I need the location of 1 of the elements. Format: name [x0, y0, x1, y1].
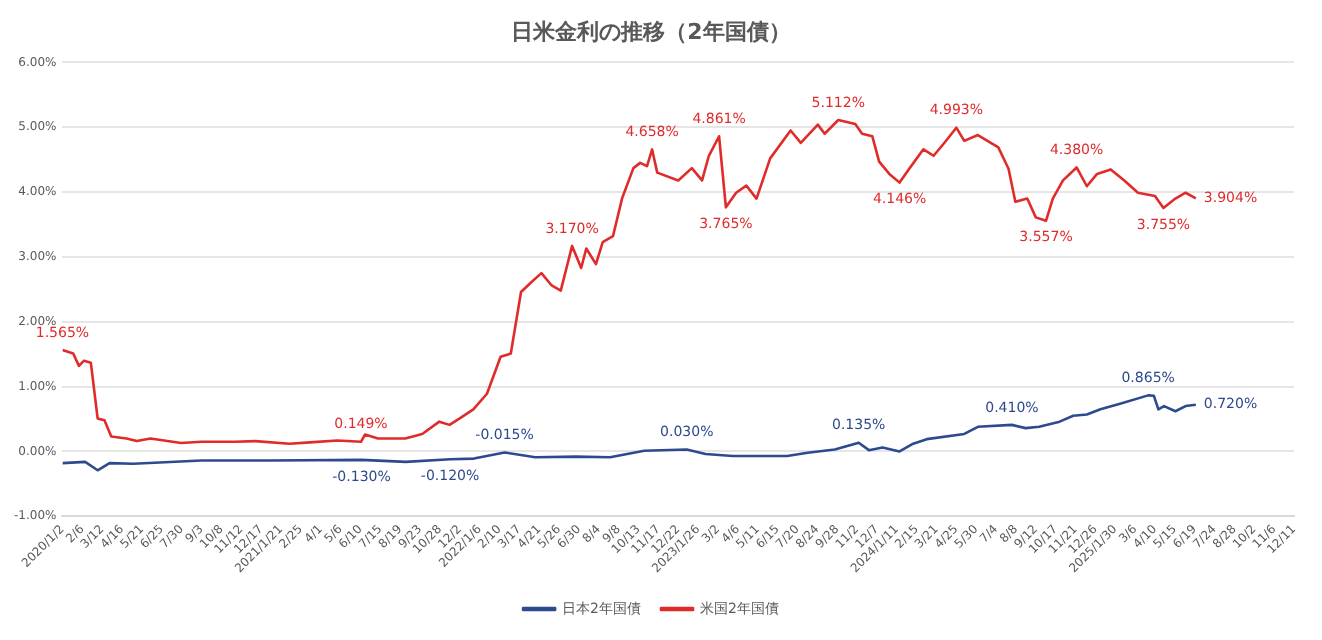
- chart-title: 日米金利の推移（2年国債）: [511, 18, 791, 45]
